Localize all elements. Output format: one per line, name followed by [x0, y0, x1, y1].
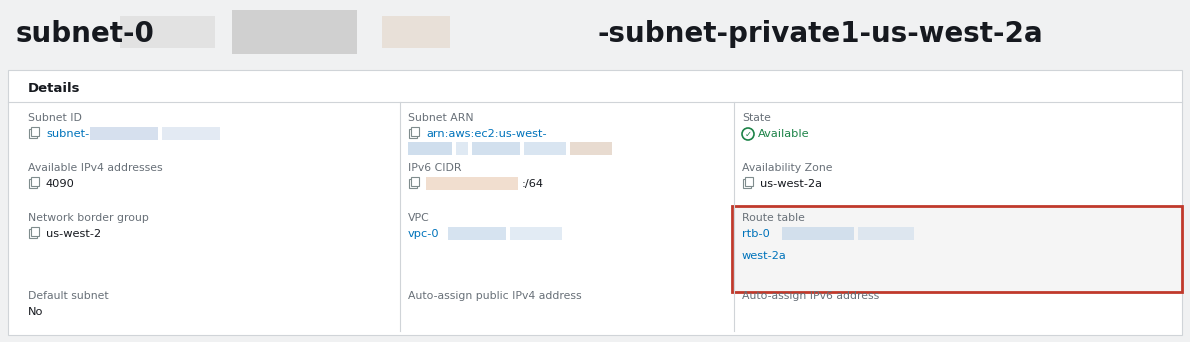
Text: IPv6 CIDR: IPv6 CIDR [408, 163, 462, 173]
Text: :/64: :/64 [522, 179, 544, 189]
Bar [858, 227, 914, 240]
Bar [511, 227, 562, 240]
Text: vpc-0: vpc-0 [408, 229, 439, 239]
Bar [456, 142, 468, 155]
Bar [447, 227, 506, 240]
Bar [382, 16, 450, 48]
Bar [409, 179, 416, 188]
Bar [31, 177, 39, 186]
Text: Available: Available [758, 129, 809, 139]
Bar [411, 177, 419, 186]
Text: Subnet ARN: Subnet ARN [408, 113, 474, 123]
Bar [29, 179, 37, 188]
Text: Default subnet: Default subnet [29, 291, 108, 301]
Text: arn:aws:ec2:us-west-: arn:aws:ec2:us-west- [426, 129, 546, 139]
Text: rtb-0: rtb-0 [743, 229, 770, 239]
Text: subnet-: subnet- [46, 129, 89, 139]
Bar [524, 142, 566, 155]
Bar [120, 16, 215, 48]
Text: Route table: Route table [743, 213, 804, 223]
Bar [743, 179, 751, 188]
Text: Details: Details [29, 81, 81, 94]
Bar [408, 142, 452, 155]
Bar [732, 206, 1182, 292]
Bar [29, 229, 37, 238]
Text: Auto-assign public IPv4 address: Auto-assign public IPv4 address [408, 291, 582, 301]
Text: subnet-0: subnet-0 [15, 20, 155, 48]
Text: Availability Zone: Availability Zone [743, 163, 833, 173]
Bar [570, 142, 612, 155]
Bar [31, 227, 39, 236]
Text: us-west-2: us-west-2 [46, 229, 101, 239]
Text: 4090: 4090 [46, 179, 75, 189]
Bar [426, 177, 518, 190]
Bar [472, 142, 520, 155]
Text: Subnet ID: Subnet ID [29, 113, 82, 123]
Bar [8, 70, 1182, 335]
Bar [782, 227, 854, 240]
Text: Auto-assign IPv6 address: Auto-assign IPv6 address [743, 291, 879, 301]
Bar [90, 127, 158, 140]
Text: us-west-2a: us-west-2a [760, 179, 822, 189]
Text: -subnet-private1-us-west-2a: -subnet-private1-us-west-2a [597, 20, 1042, 48]
Bar [29, 129, 37, 138]
Text: No: No [29, 307, 44, 317]
Bar [232, 10, 357, 54]
Bar [745, 177, 753, 186]
Bar [162, 127, 220, 140]
Text: Available IPv4 addresses: Available IPv4 addresses [29, 163, 163, 173]
Text: Network border group: Network border group [29, 213, 149, 223]
Bar [411, 127, 419, 136]
Bar [31, 127, 39, 136]
Text: VPC: VPC [408, 213, 430, 223]
Text: ✓: ✓ [745, 130, 752, 139]
Text: State: State [743, 113, 771, 123]
Bar [409, 129, 416, 138]
Text: west-2a: west-2a [743, 251, 787, 261]
